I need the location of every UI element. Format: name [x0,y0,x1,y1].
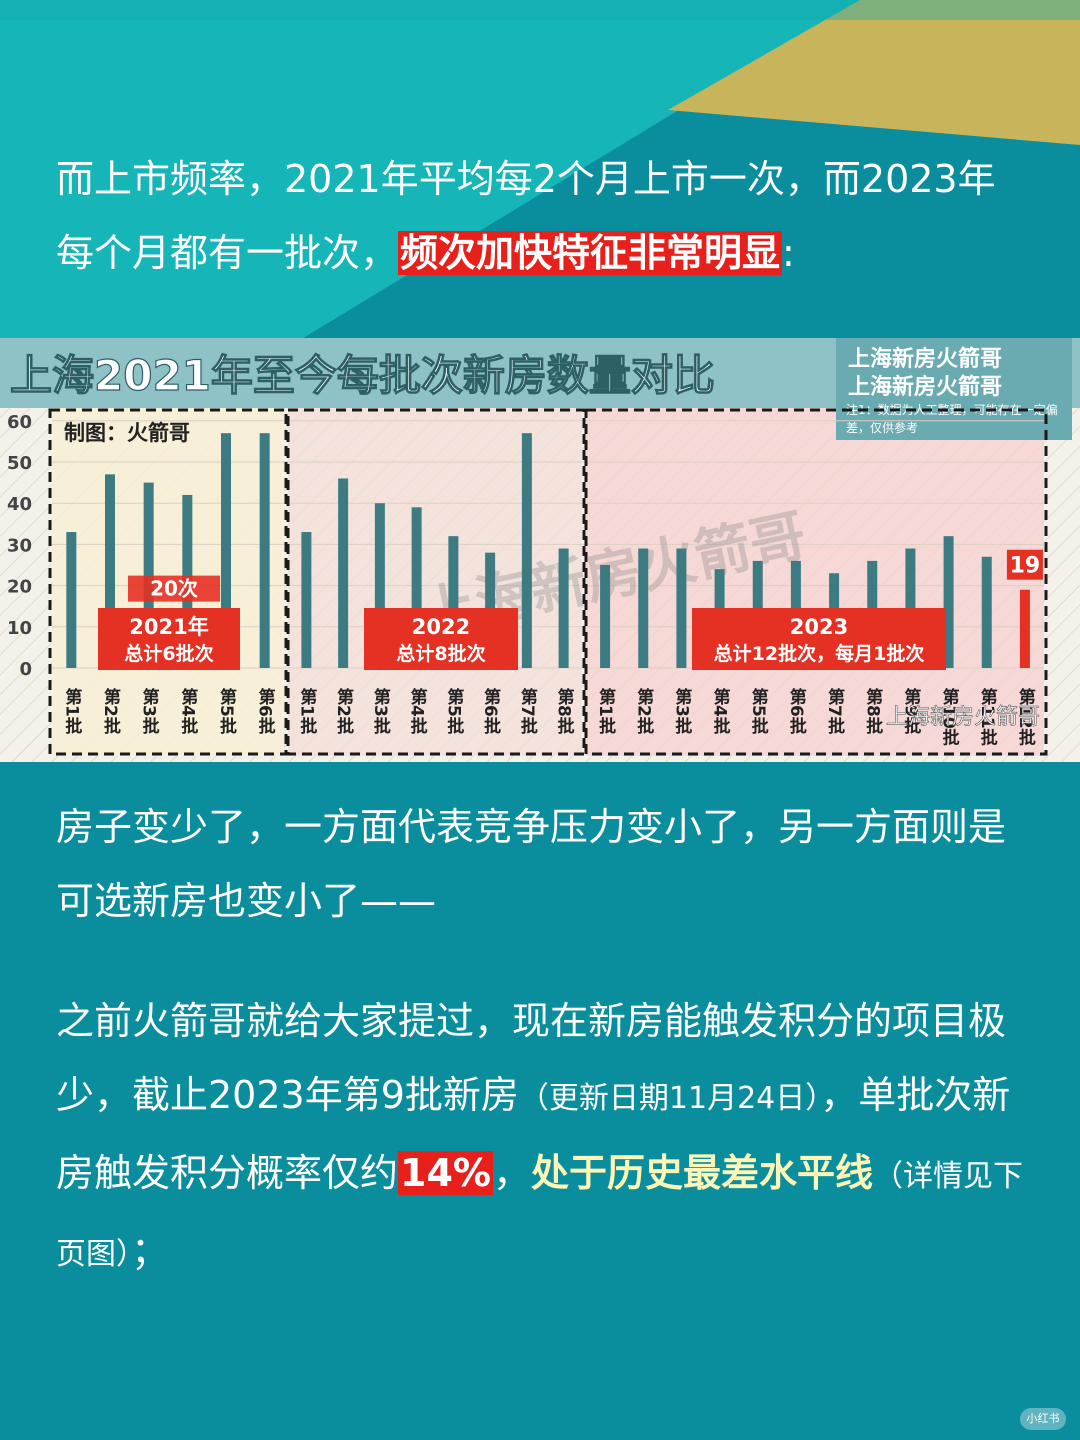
x-tick-label: 第2批 [100,687,121,735]
x-tick-label: 第1批 [61,687,82,735]
x-tick-label: 第1批 [595,687,616,735]
last-bar-label: 19 [1010,554,1041,579]
chart-svg: 上海2021年至今每批次新房数量对比 上海新房火箭哥上海新房火箭哥注1：数据为人工… [0,338,1080,762]
paragraph-3-percent: 14% [398,1151,493,1195]
x-tick-label: 第6批 [786,687,807,735]
summary-line-2: 总计12批次，每月1批次 [714,642,925,665]
bar-2022-2 [338,478,349,668]
summary-box-2021 [98,608,240,670]
logo-watermark: 小红书 [1020,1408,1066,1430]
x-tick-label: 第10批 [939,687,960,747]
intro-text: 而上市频率，2021年平均每2个月上市一次，而2023年每个月都有一批次， [56,157,996,275]
x-tick-label: 第4批 [177,687,198,735]
note-line-2: 差，仅供参考 [846,420,918,435]
x-tick-label: 第4批 [407,687,428,735]
y-tick-label: 20 [7,577,32,598]
intro-paragraph: 而上市频率，2021年平均每2个月上市一次，而2023年每个月都有一批次，频次加… [56,142,1026,292]
chart-credit: 制图：火箭哥 [64,421,190,445]
summary-box-2022 [364,608,518,670]
summary-line-2: 总计8批次 [396,642,485,665]
summary-line-1: 2022 [412,615,470,639]
bar-2023-11 [981,556,992,668]
bar-2021-2 [105,474,115,668]
x-tick-label: 第2批 [633,687,654,735]
x-tick-label: 第3批 [671,687,692,735]
x-tick-label: 第3批 [370,687,391,735]
bar-2023-10 [943,536,954,668]
paragraph-3-end: ； [131,1229,170,1273]
x-tick-label: 第5批 [443,687,464,735]
summary-box-2023 [692,608,946,670]
x-tick-label: 第2批 [333,687,354,735]
bar-2023-3 [676,548,687,668]
paragraph-3-text-a: 之前火箭哥就给大家提过，现在新房能触发积分的项目极少，截止2023年第9批新房 [56,999,1007,1117]
y-tick-label: 30 [7,535,32,556]
x-tick-label: 第12批 [1015,687,1036,747]
chart-title: 上海2021年至今每批次新房数量对比 [10,351,715,400]
summary-line-2: 总计6批次 [124,642,213,665]
y-tick-label: 60 [7,412,32,433]
paragraph-2: 房子变少了，一方面代表竞争压力变小了，另一方面则是可选新房也变小了—— [56,790,1026,938]
x-tick-label: 第1批 [296,687,317,735]
paragraph-3-text-b: ，单批次新房触发积分概率仅约 [56,1073,1011,1195]
bar-2022-1 [301,532,312,668]
x-tick-label: 第5批 [748,687,769,735]
bar-2021-6 [259,433,270,668]
bar-2022-5 [448,536,459,668]
x-tick-label: 第4批 [710,687,731,735]
x-tick-label: 第8批 [554,687,575,735]
ref-tag-bg [128,575,220,602]
y-tick-label: 10 [7,618,32,639]
bar-2022-3 [374,503,385,668]
bar-2022-7 [521,433,532,668]
group-box-2021 [48,408,288,756]
summary-line-1: 2023 [790,615,848,639]
paragraph-3: 之前火箭哥就给大家提过，现在新房能触发积分的项目极少，截止2023年第9批新房（… [56,984,1026,1292]
panel-2022 [288,408,582,756]
brand-panel [836,338,1072,440]
group-box-2023 [584,408,1048,756]
panel-2023 [586,408,1044,756]
bar-2021-1 [66,532,77,668]
x-tick-label: 第7批 [517,687,538,735]
brand-line-2: 上海新房火箭哥 [848,374,1002,400]
x-tick-label: 第8批 [862,687,883,735]
bar-2022-4 [411,507,422,668]
paragraph-2-text: 房子变少了，一方面代表竞争压力变小了，另一方面则是可选新房也变小了—— [56,805,1007,923]
y-tick-label: 50 [7,453,32,474]
batch-comparison-chart: 上海2021年至今每批次新房数量对比 上海新房火箭哥 上海新房火箭哥 注1：数据为人工… [0,338,1080,762]
x-tick-label: 第6批 [480,687,501,735]
paragraph-3-date: （更新日期11月24日） [518,1081,821,1116]
x-tick-label: 第3批 [139,687,160,735]
brand-line-1: 上海新房火箭哥 [848,346,1002,372]
bar-2023-12 [1019,589,1030,668]
bar-2021-5 [221,433,231,668]
paragraph-3-comma: ， [492,1151,531,1195]
bar-2023-2 [638,548,649,668]
paragraph-3-highlight: 处于历史最差水平线 [531,1151,874,1195]
x-tick-label: 第9批 [900,687,921,735]
intro-highlight: 频次加快特征非常明显 [398,231,783,275]
bar-2023-1 [600,565,611,668]
x-tick-label: 第7批 [824,687,845,735]
x-tick-label: 第5批 [216,687,237,735]
intro-end: : [782,231,795,275]
x-tick-label: 第6批 [255,687,276,735]
summary-line-1: 2021年 [129,615,208,639]
y-tick-label: 40 [7,494,32,515]
group-box-2022 [286,408,586,756]
y-tick-label: 0 [19,659,32,680]
note-line-1: 注1：数据为人工整理，可能存在一定偏 [846,402,1058,417]
chart-watermark-small: 上海新房火箭哥 [886,705,1040,730]
x-tick-label: 第11批 [977,687,998,747]
bar-2022-8 [558,548,569,668]
paragraph-3-note: （详情见下页图） [56,1159,1024,1272]
bar-2021-3 [143,482,154,668]
last-bar-label-bg [1006,549,1043,580]
ref-tag-label: 20次 [150,577,198,601]
